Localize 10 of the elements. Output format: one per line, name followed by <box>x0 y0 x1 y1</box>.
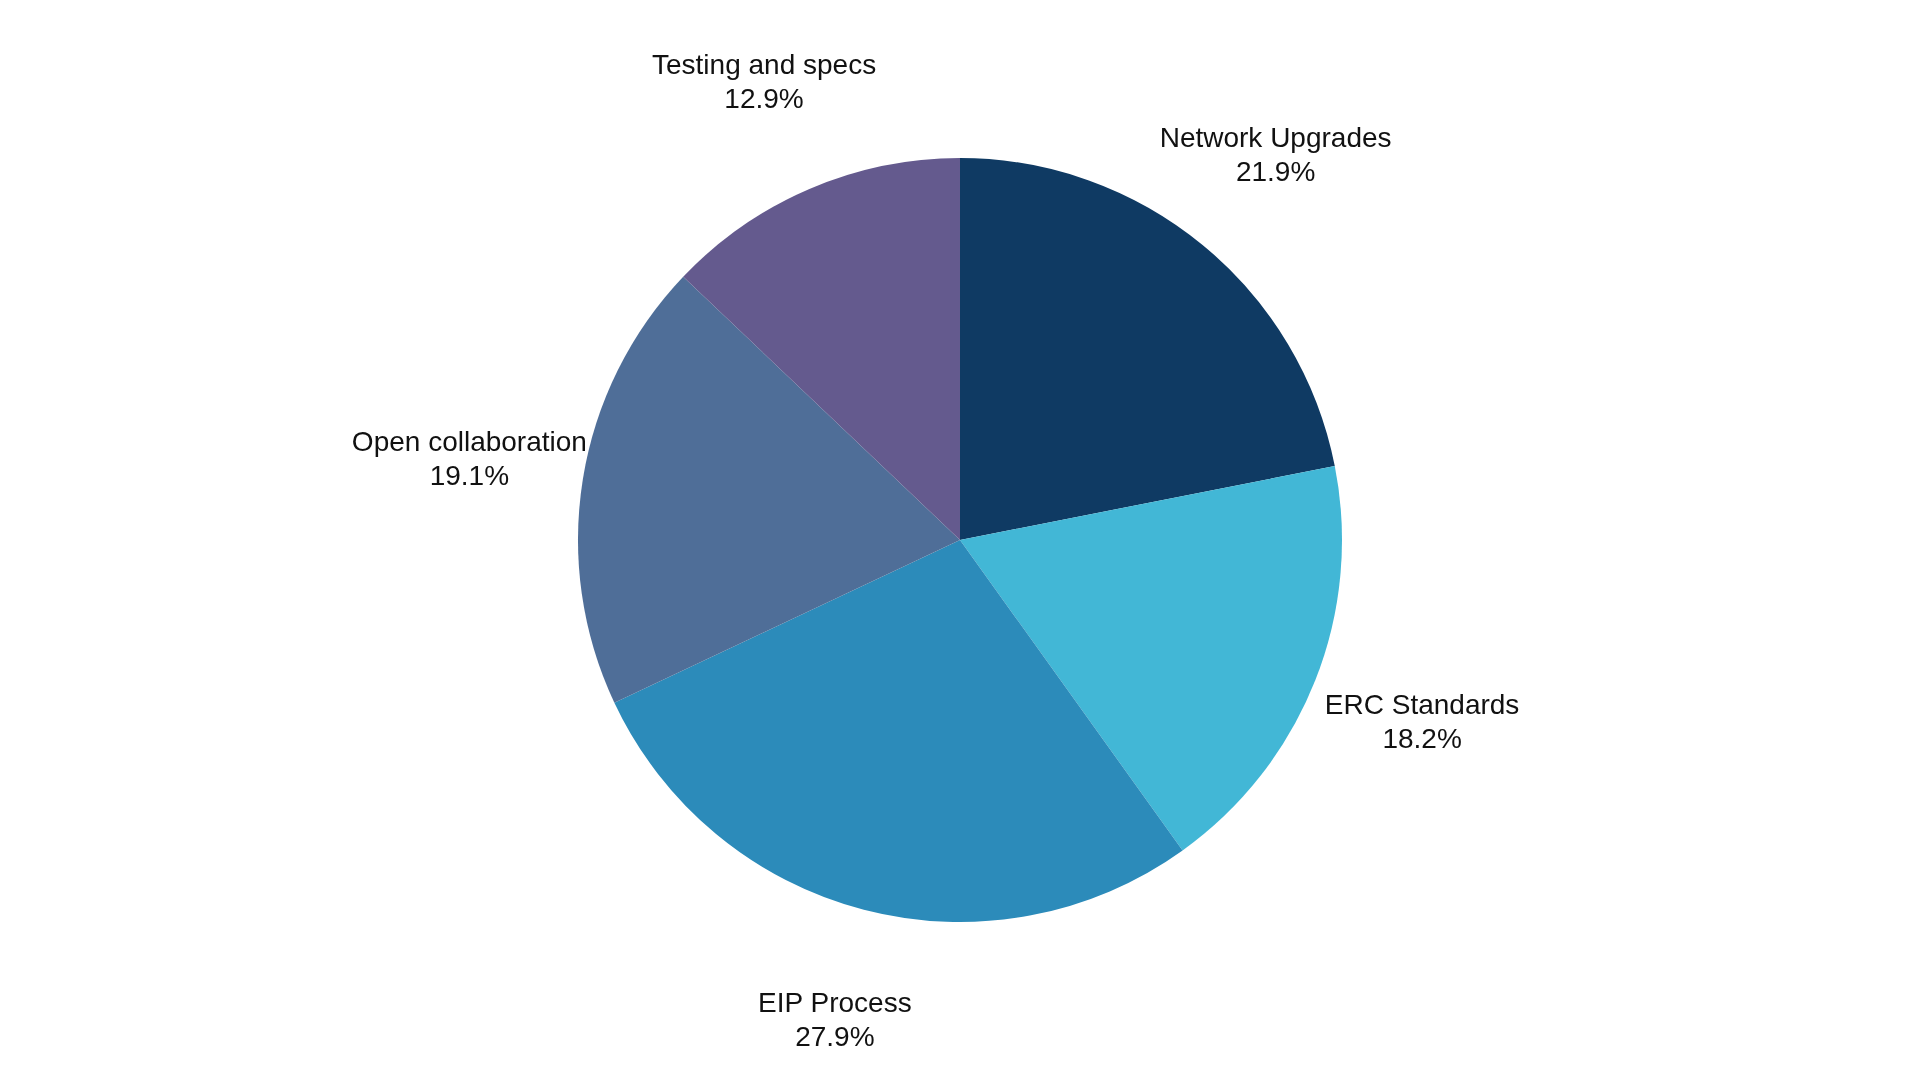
slice-label: ERC Standards <box>1324 688 1520 720</box>
slice-label: Network Upgrades <box>1159 121 1392 153</box>
data-label: 19.1% <box>429 460 510 492</box>
data-label: 21.9% <box>1235 155 1316 187</box>
data-label: 18.2% <box>1382 722 1462 754</box>
slice-label: EIP Process <box>758 986 912 1018</box>
slice-label: Open collaboration <box>351 426 587 458</box>
data-label: 12.9% <box>724 82 804 114</box>
slice-label: Testing and specs <box>651 48 877 80</box>
data-label: 27.9% <box>795 1020 875 1052</box>
